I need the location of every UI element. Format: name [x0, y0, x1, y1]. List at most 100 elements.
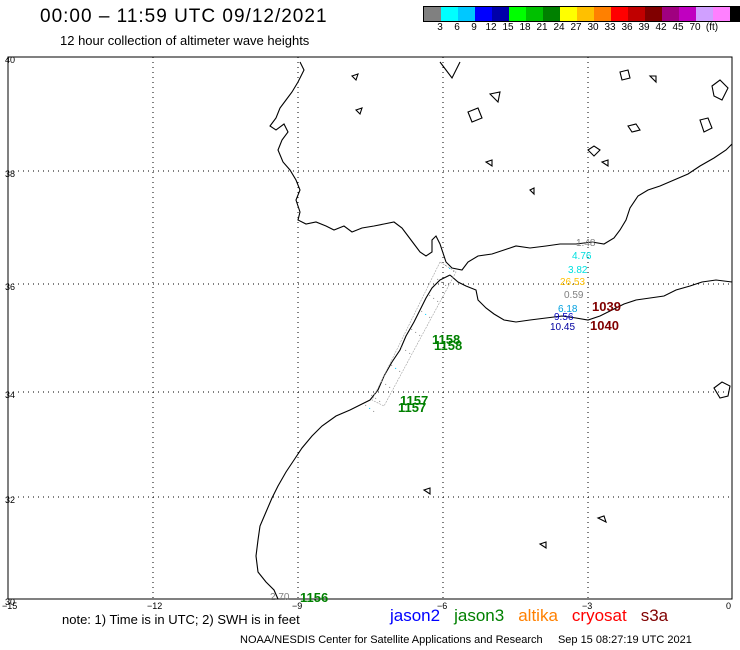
lat-tick-label: 32 — [5, 495, 16, 505]
lon-tick-label: −6 — [437, 601, 448, 611]
legend-swatch — [424, 7, 441, 21]
legend-swatch — [475, 7, 492, 21]
legend-label: 18 — [519, 22, 531, 33]
canary-coast — [422, 381, 731, 550]
lon-tick-label: −3 — [582, 601, 593, 611]
legend-label: (ft) — [705, 22, 719, 33]
track-point: · — [370, 390, 373, 401]
pass-time-label: 1158 — [434, 338, 462, 353]
legend-label: 9 — [471, 22, 477, 33]
satellite-legend: jason2 jason3 altika cryosat s3a — [390, 606, 682, 626]
sardinia-corsica — [699, 79, 729, 133]
legend-label: 3 — [437, 22, 443, 33]
pass-time-label: 1040 — [590, 318, 619, 333]
pass-time-label: 1157 — [398, 400, 426, 415]
track-point: · — [444, 280, 447, 291]
credit-text: NOAA/NESDIS Center for Satellite Applica… — [240, 634, 543, 646]
lat-tick-label: 38 — [5, 169, 16, 179]
satellite-name: altika — [518, 606, 558, 625]
wave-height-label: 4.76 — [572, 251, 592, 262]
map-frame — [7, 56, 733, 600]
lat-tick-label: 34 — [5, 390, 16, 400]
track-point: · — [398, 366, 401, 377]
pass-time-label: 1156 — [300, 590, 328, 605]
legend-label: 30 — [587, 22, 599, 33]
track-point: · — [380, 376, 383, 387]
legend-swatch — [696, 7, 713, 21]
track-point: · — [400, 342, 403, 353]
legend-swatch — [543, 7, 560, 21]
legend-label: 12 — [485, 22, 497, 33]
coastline — [255, 61, 733, 600]
map-subtitle: 12 hour collection of altimeter wave hei… — [60, 33, 310, 48]
legend-label: 39 — [638, 22, 650, 33]
legend-swatch — [662, 7, 679, 21]
track-point: · — [378, 396, 381, 407]
satellite-name: s3a — [640, 606, 669, 625]
track-point: · — [364, 400, 367, 411]
legend-swatch — [560, 7, 577, 21]
pass-time-label: 1158 — [432, 332, 460, 347]
wave-height-label: 3.82 — [568, 265, 588, 276]
footer-credit: NOAA/NESDIS Center for Satellite Applica… — [240, 634, 692, 646]
track-point: · — [424, 309, 427, 320]
lon-tick-label: −12 — [147, 601, 163, 611]
legend-label: 24 — [553, 22, 565, 33]
track-point: · — [436, 274, 439, 285]
track-point: · — [428, 290, 431, 301]
lat-tick-label: 36 — [5, 282, 16, 292]
track-point: · — [428, 312, 431, 323]
morocco-mediterranean-coast — [449, 274, 733, 323]
altimeter-tracks: · · ·· · ·· · ·· · ·· · ·· · ·· · ·· · ·· · ·· · · — [364, 260, 457, 417]
track-point: · — [448, 263, 451, 274]
wave-height-label: 0.59 — [564, 290, 584, 301]
lon-tick-label: 0 — [726, 601, 732, 611]
map-title: 00:00 – 11:59 UTC 09/12/2021 — [40, 6, 328, 27]
french-islets — [350, 73, 535, 196]
track-point: · — [404, 345, 407, 356]
legend-label: 42 — [655, 22, 667, 33]
satellite-name: jason2 — [390, 606, 441, 625]
track-point: · — [436, 296, 439, 307]
lon-tick-label: −15 — [2, 601, 18, 611]
track-point: · — [384, 379, 387, 390]
lat-tick-label: 30 — [5, 597, 16, 607]
footer-note: note: 1) Time is in UTC; 2) SWH is in fe… — [62, 612, 300, 627]
track-point: · — [420, 306, 423, 317]
legend-swatch — [509, 7, 526, 21]
satellite-name: jason3 — [454, 606, 505, 625]
wave-height-label: 1.48 — [576, 238, 596, 249]
legend-label: 15 — [502, 22, 514, 33]
track-point: · — [390, 360, 393, 371]
legend-swatch — [458, 7, 475, 21]
track-ribbon — [371, 261, 457, 407]
legend-swatch — [526, 7, 543, 21]
legend-swatch — [645, 7, 662, 21]
legend-swatch — [492, 7, 509, 21]
legend-swatch — [679, 7, 696, 21]
track-point: · — [432, 293, 435, 304]
legend-label: 45 — [672, 22, 684, 33]
wave-height-label: 2.70 — [270, 592, 290, 603]
color-scale-legend — [423, 6, 740, 22]
track-point: · — [408, 348, 411, 359]
legend-swatch — [577, 7, 594, 21]
wave-height-label: 6.18 — [558, 304, 578, 315]
legend-label: 6 — [454, 22, 460, 33]
pass-time-label: 1039 — [592, 299, 621, 314]
europe-north-coast — [439, 61, 461, 80]
legend-label: 27 — [570, 22, 582, 33]
legend-swatch — [611, 7, 628, 21]
legend-swatch — [713, 7, 730, 21]
iberia-coast — [269, 61, 733, 271]
timestamp: Sep 15 08:27:19 UTC 2021 — [557, 634, 692, 646]
track-point: · — [372, 406, 375, 417]
lat-lon-grid — [8, 57, 732, 599]
track-point: · — [414, 327, 417, 338]
track-point: · — [452, 266, 455, 277]
track-point: · — [388, 382, 391, 393]
track-point: · — [394, 363, 397, 374]
lon-tick-label: −9 — [292, 601, 303, 611]
